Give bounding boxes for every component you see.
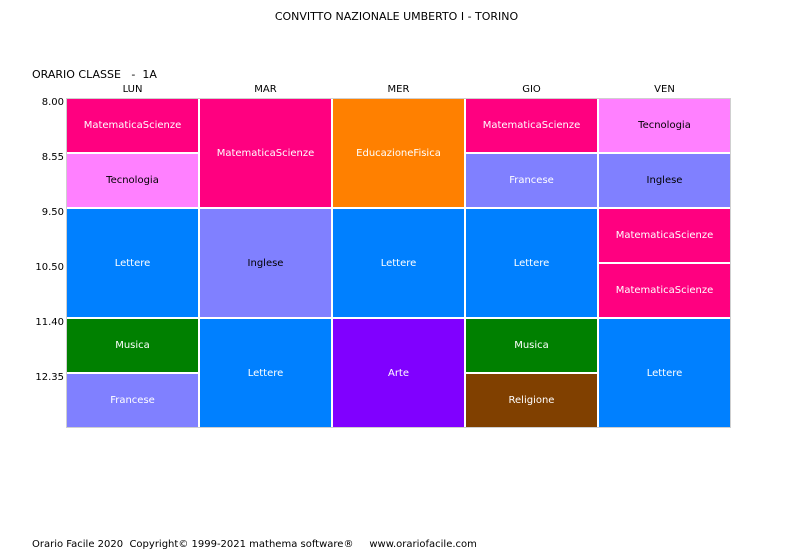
- day-header-gio: GIO: [522, 84, 541, 95]
- lesson-cell[interactable]: Francese: [67, 374, 198, 427]
- lesson-cell[interactable]: Lettere: [67, 209, 198, 317]
- lesson-cell[interactable]: Musica: [67, 319, 198, 372]
- time-label: 10.50: [35, 262, 64, 273]
- timetable-grid: [66, 98, 731, 428]
- lesson-cell[interactable]: Inglese: [599, 154, 730, 207]
- lesson-cell[interactable]: Tecnologia: [67, 154, 198, 207]
- day-header-lun: LUN: [122, 84, 143, 95]
- lesson-cell[interactable]: MatematicaScienze: [200, 99, 331, 207]
- lesson-cell[interactable]: Tecnologia: [599, 99, 730, 152]
- school-title: CONVITTO NAZIONALE UMBERTO I - TORINO: [274, 10, 519, 23]
- class-label: ORARIO CLASSE - 1A: [32, 68, 157, 81]
- lesson-cell[interactable]: EducazioneFisica: [333, 99, 464, 207]
- lesson-cell[interactable]: MatematicaScienze: [599, 264, 730, 317]
- lesson-cell[interactable]: Religione: [466, 374, 597, 427]
- lesson-cell[interactable]: MatematicaScienze: [67, 99, 198, 152]
- time-label: 9.50: [41, 207, 64, 218]
- lesson-cell[interactable]: Arte: [333, 319, 464, 427]
- time-label: 8.55: [41, 152, 64, 163]
- lesson-cell[interactable]: Lettere: [333, 209, 464, 317]
- lesson-cell[interactable]: Lettere: [599, 319, 730, 427]
- day-header-ven: VEN: [654, 84, 675, 95]
- day-header-mer: MER: [387, 84, 410, 95]
- lesson-cell[interactable]: MatematicaScienze: [599, 209, 730, 262]
- lesson-cell[interactable]: Lettere: [200, 319, 331, 427]
- time-label: 11.40: [35, 317, 64, 328]
- lesson-cell[interactable]: Inglese: [200, 209, 331, 317]
- footer-copyright: Orario Facile 2020 Copyright© 1999-2021 …: [32, 539, 477, 550]
- time-label: 8.00: [41, 97, 64, 108]
- time-label: 12.35: [35, 372, 64, 383]
- lesson-cell[interactable]: Musica: [466, 319, 597, 372]
- lesson-cell[interactable]: Lettere: [466, 209, 597, 317]
- lesson-cell[interactable]: MatematicaScienze: [466, 99, 597, 152]
- day-header-mar: MAR: [254, 84, 277, 95]
- lesson-cell[interactable]: Francese: [466, 154, 597, 207]
